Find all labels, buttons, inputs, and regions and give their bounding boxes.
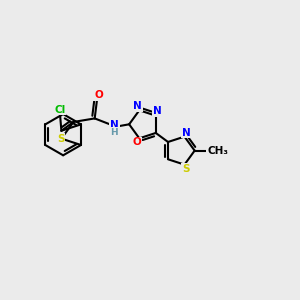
Text: N: N	[110, 120, 119, 130]
Text: S: S	[57, 134, 64, 144]
Text: Cl: Cl	[54, 105, 65, 115]
Text: O: O	[94, 90, 103, 100]
Text: N: N	[134, 101, 142, 111]
Text: CH₃: CH₃	[207, 146, 228, 156]
Text: H: H	[111, 128, 118, 137]
Text: N: N	[153, 106, 162, 116]
Text: O: O	[133, 137, 141, 147]
Text: S: S	[182, 164, 189, 174]
Text: N: N	[182, 128, 190, 137]
